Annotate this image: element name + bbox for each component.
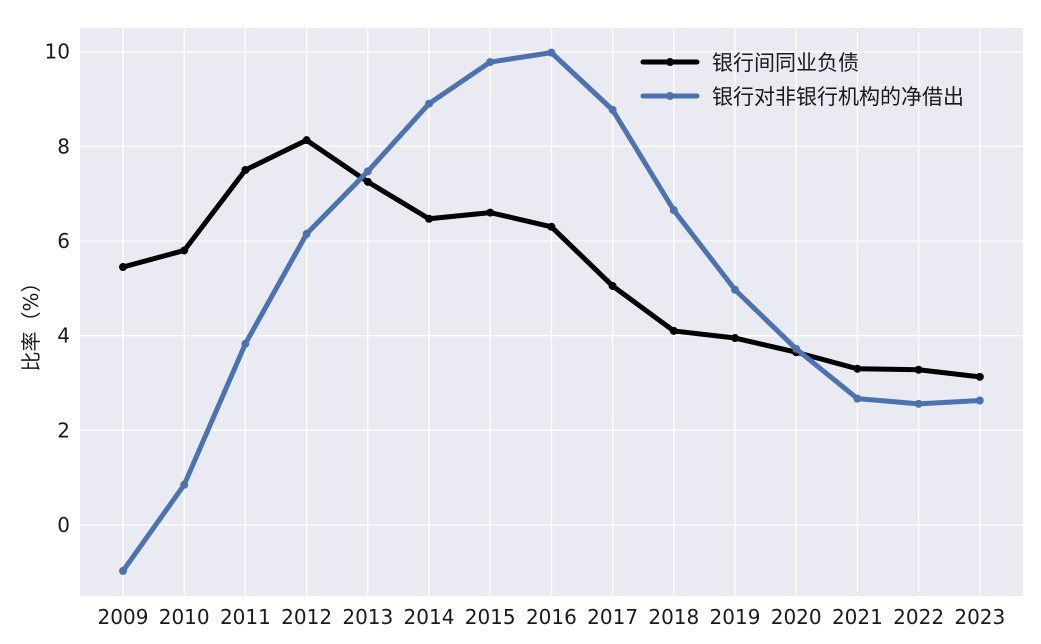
data-point — [486, 208, 495, 217]
y-tick-label: 0 — [57, 513, 70, 537]
grid — [80, 28, 1023, 596]
data-point — [425, 99, 433, 108]
y-axis-ticks: 0 2 4 6 8 10 — [45, 40, 70, 537]
x-tick-label: 2020 — [771, 605, 822, 629]
x-tick-label: 2011 — [220, 605, 271, 629]
data-point — [608, 281, 617, 290]
x-tick-label: 2012 — [281, 605, 332, 629]
data-point — [669, 326, 678, 335]
data-point — [975, 372, 984, 381]
data-point — [853, 394, 862, 403]
series-1 — [119, 136, 984, 381]
data-point — [119, 566, 127, 575]
data-point — [608, 105, 617, 114]
y-tick-label: 2 — [57, 418, 70, 442]
x-tick-label: 2019 — [710, 605, 761, 629]
data-point — [302, 229, 311, 238]
y-tick-label: 10 — [45, 40, 70, 64]
x-tick-label: 2018 — [648, 605, 699, 629]
x-tick-label: 2022 — [893, 605, 944, 629]
x-tick-label: 2021 — [832, 605, 883, 629]
x-tick-label: 2015 — [465, 605, 516, 629]
data-point — [302, 136, 311, 145]
data-point — [119, 263, 127, 272]
legend-marker — [666, 58, 674, 66]
data-point — [180, 246, 189, 255]
x-tick-label: 2010 — [159, 605, 210, 629]
x-tick-label: 2016 — [526, 605, 577, 629]
data-point — [547, 48, 556, 57]
y-axis-label: 比率（%） — [19, 272, 43, 371]
data-point — [241, 339, 250, 348]
series-2 — [119, 48, 984, 575]
data-point — [425, 214, 433, 223]
x-tick-label: 2013 — [342, 605, 393, 629]
data-point — [180, 480, 189, 489]
data-point — [975, 396, 984, 405]
data-point — [792, 344, 801, 353]
x-axis-ticks: 2009 2010 2011 2012 2013 2014 2015 2016 2017 2018… — [98, 605, 1006, 629]
legend-item: 银行间同业负债 — [640, 51, 859, 75]
legend-label: 银行对非银行机构的净借出 — [712, 85, 964, 109]
legend-label: 银行间同业负债 — [712, 51, 859, 75]
data-point — [486, 58, 495, 67]
series-group — [119, 48, 984, 575]
data-point — [363, 167, 372, 176]
data-point — [669, 206, 678, 215]
x-tick-label: 2009 — [98, 605, 149, 629]
data-point — [363, 177, 372, 186]
data-point — [853, 364, 862, 373]
y-tick-label: 8 — [57, 134, 70, 158]
data-point — [241, 166, 250, 174]
legend-item: 银行对非银行机构的净借出 — [640, 85, 964, 109]
x-tick-label: 2023 — [954, 605, 1005, 629]
data-point — [914, 399, 923, 408]
data-point — [731, 334, 739, 343]
x-tick-label: 2017 — [587, 605, 638, 629]
data-point — [547, 222, 556, 231]
data-point — [914, 365, 923, 374]
data-point — [731, 285, 739, 294]
x-tick-label: 2014 — [404, 605, 455, 629]
y-tick-label: 4 — [57, 324, 70, 348]
legend-marker — [666, 92, 674, 100]
y-tick-label: 6 — [57, 229, 70, 253]
